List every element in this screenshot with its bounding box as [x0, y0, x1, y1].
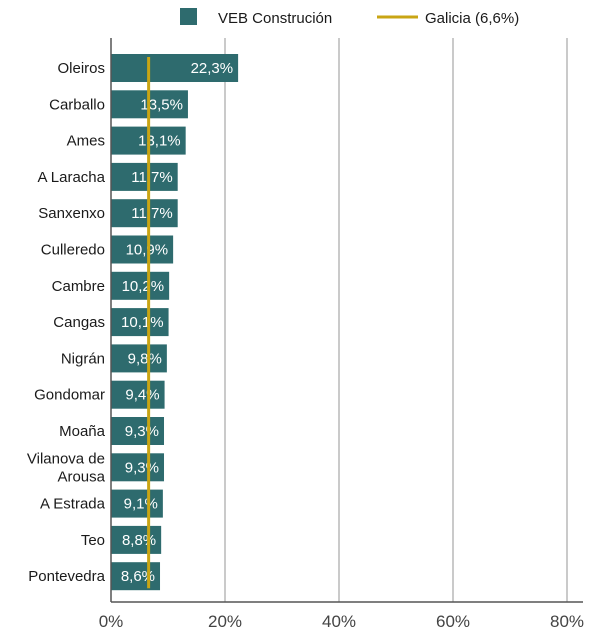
category-label: Moaña — [59, 423, 106, 440]
bar-value-label: 9,3% — [125, 423, 159, 440]
legend-line-label: Galicia (6,6%) — [425, 10, 519, 27]
bar-value-label: 9,1% — [124, 496, 158, 513]
bar-value-label: 13,5% — [140, 96, 183, 113]
bar-value-label: 9,4% — [125, 387, 159, 404]
category-label: A Laracha — [37, 169, 105, 186]
category-label: Culleredo — [41, 242, 105, 259]
bar — [111, 235, 174, 264]
bar — [111, 380, 165, 409]
bar-value-label: 13,1% — [138, 133, 181, 150]
category-label: Ames — [67, 133, 105, 150]
category-label: Oleiros — [57, 60, 105, 77]
bar — [111, 489, 163, 518]
bar — [111, 271, 170, 300]
bar-value-label: 10,2% — [122, 278, 165, 295]
bar — [111, 308, 169, 337]
bar — [111, 562, 161, 591]
category-label: Cangas — [53, 314, 105, 331]
category-label: A Estrada — [40, 496, 106, 513]
bar-value-label: 10,9% — [126, 242, 169, 259]
bar-value-label: 9,8% — [128, 350, 162, 367]
bar-value-label: 10,1% — [121, 314, 164, 331]
legend-bar-label: VEB Construción — [218, 10, 332, 27]
gridlines — [224, 38, 568, 602]
x-tick-label: 60% — [436, 612, 470, 631]
bar-value-label: 11,7% — [131, 205, 172, 222]
category-label: Pontevedra — [28, 568, 105, 585]
bar — [111, 525, 162, 554]
bar-value-label: 8,8% — [122, 532, 156, 549]
x-tick-label: 40% — [322, 612, 356, 631]
category-label: Sanxenxo — [38, 205, 105, 222]
x-tick-label: 0% — [99, 612, 124, 631]
bar-value-label: 8,6% — [121, 568, 155, 585]
category-label: Gondomar — [34, 387, 105, 404]
x-tick-label: 80% — [550, 612, 584, 631]
value-labels: 22,3% 13,5% 13,1% 11,7% 11,7% 10,9% 10,2% 10,1%… — [121, 60, 233, 585]
bar — [111, 453, 165, 482]
legend: VEB Construción Galicia (6,6%) — [180, 8, 519, 27]
bar — [111, 199, 178, 228]
bar — [111, 417, 165, 445]
category-label: Nigrán — [61, 350, 105, 367]
category-label: Arousa — [57, 468, 105, 485]
category-label: Vilanova de — [27, 450, 105, 467]
x-axis: 0% 20% 40% 60% 80% — [99, 38, 584, 631]
bar — [111, 344, 167, 373]
bar-value-label: 9,3% — [125, 459, 159, 476]
category-label: Teo — [81, 532, 105, 549]
category-labels: Oleiros Carballo Ames A Laracha Sanxenxo Cull… — [27, 60, 106, 585]
x-tick-label: 20% — [208, 612, 242, 631]
category-label: Carballo — [49, 96, 105, 113]
bar — [111, 54, 239, 82]
bar — [111, 162, 178, 191]
legend-bar-swatch — [180, 8, 197, 25]
bar-value-label: 11,7% — [131, 169, 172, 186]
bar-value-label: 22,3% — [191, 60, 234, 77]
category-label: Cambre — [52, 278, 105, 295]
